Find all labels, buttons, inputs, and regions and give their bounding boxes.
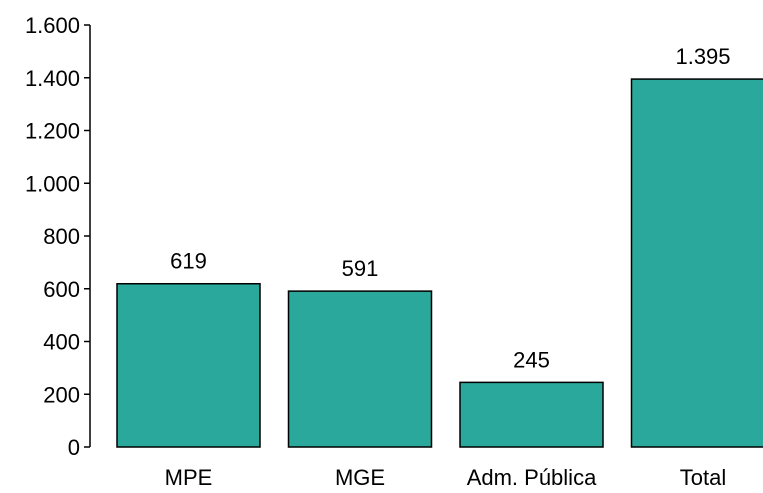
bar	[116, 282, 261, 448]
category-label: Adm. Pública	[467, 465, 597, 490]
bars	[116, 78, 763, 448]
data-label: 245	[513, 347, 550, 372]
data-label: 619	[170, 249, 207, 274]
y-tick-label: 1.000	[25, 171, 80, 196]
bar	[630, 78, 763, 448]
y-tick-label: 800	[43, 224, 80, 249]
category-label: Total	[680, 465, 726, 490]
y-tick-label: 0	[68, 435, 80, 460]
data-label: 591	[342, 256, 379, 281]
category-label: MPE	[165, 465, 213, 490]
y-axis: 0 200 400 600 800 1.000 1.200 1.400 1.600	[25, 13, 91, 460]
x-axis-labels: MPE MGE Adm. Pública Total	[165, 465, 727, 490]
y-tick-label: 1.400	[25, 66, 80, 91]
bar	[287, 290, 433, 448]
y-tick-label: 1.600	[25, 13, 80, 38]
y-tick-label: 200	[43, 382, 80, 407]
data-labels: 619 591 245 1.395	[170, 44, 730, 372]
data-label: 1.395	[675, 44, 730, 69]
y-tick-label: 1.200	[25, 119, 80, 144]
bar	[459, 381, 604, 448]
category-label: MGE	[335, 465, 385, 490]
y-tick-label: 400	[43, 330, 80, 355]
y-tick-label: 600	[43, 277, 80, 302]
